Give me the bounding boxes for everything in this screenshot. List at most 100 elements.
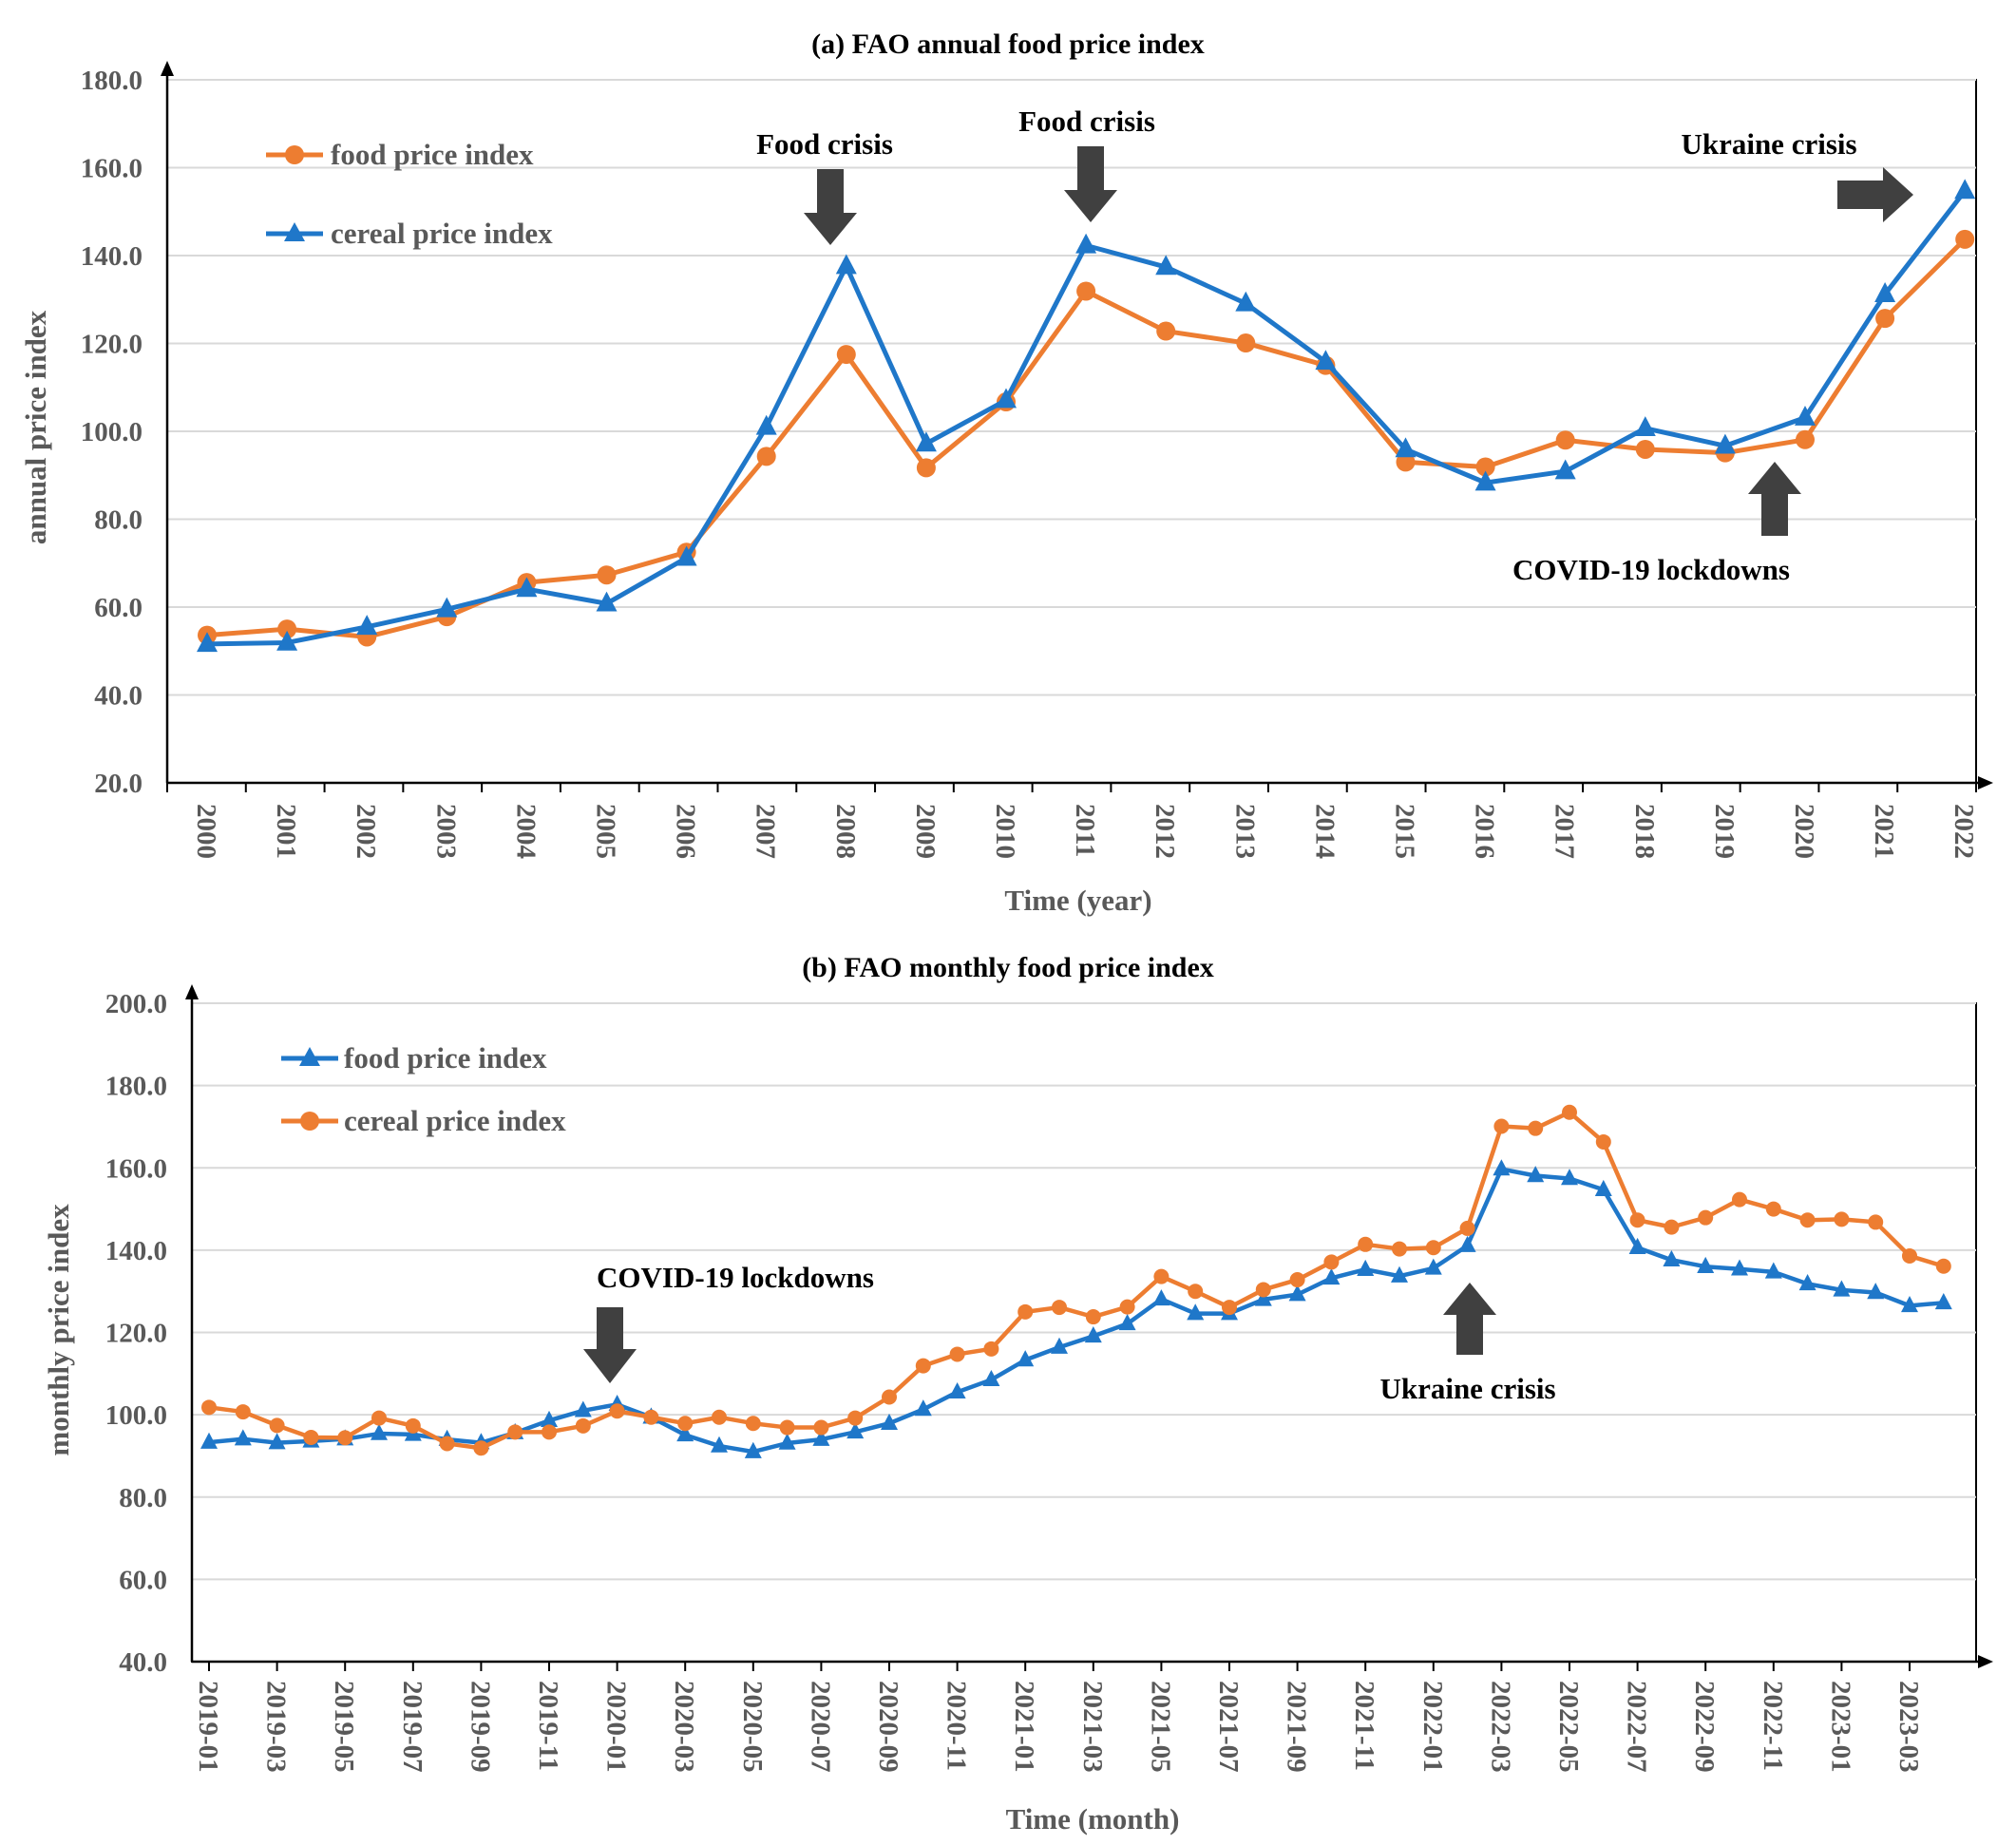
b-food-data-point: [1051, 1337, 1068, 1354]
b-food-data-point: [1764, 1262, 1782, 1279]
b-food-data-point: [1934, 1292, 1952, 1310]
a-x-tick-label: 2014: [1309, 804, 1340, 859]
a-cereal-data-point: [356, 615, 378, 636]
b-food-data-point: [676, 1424, 694, 1442]
annotation-ukraine-monthly: Ukraine crisis: [1379, 1372, 1555, 1405]
a-food-data-point: [916, 458, 936, 478]
b-cereal-data-point: [1528, 1120, 1544, 1136]
a-food-data-point: [1475, 457, 1495, 477]
b-cereal-data-point: [1629, 1212, 1645, 1228]
b-food-data-point: [1628, 1237, 1646, 1255]
a-y-tick-label: 20.0: [94, 769, 143, 799]
b-cereal-data-point: [1119, 1299, 1135, 1315]
a-y-axis-arrow: [161, 61, 174, 76]
a-cereal-data-point: [276, 630, 298, 651]
panel-b-title: (b) FAO monthly food price index: [802, 952, 1214, 983]
b-cereal-data-point: [1664, 1219, 1680, 1235]
b-food-data-point: [744, 1441, 762, 1458]
a-food-data-point: [1396, 452, 1416, 472]
panel-a-axes: [161, 61, 1993, 792]
arrow-down-2008: [804, 169, 857, 245]
b-x-tick-label: 2019-07: [397, 1681, 428, 1773]
b-food-data-point: [1357, 1259, 1375, 1276]
b-cereal-data-point: [1222, 1300, 1237, 1316]
a-x-tick-label: 2004: [510, 804, 541, 859]
b-food-data-point: [1187, 1303, 1205, 1321]
b-food-data-point: [982, 1369, 1000, 1387]
b-x-tick-label: 2020-09: [873, 1681, 903, 1773]
b-cereal-data-point: [1425, 1240, 1441, 1256]
b-x-tick-label: 2019-09: [465, 1681, 495, 1773]
panel-b-y-axis-label: monthly price index: [42, 1204, 75, 1456]
a-cereal-data-point: [1395, 437, 1417, 458]
b-food-data-point: [778, 1433, 796, 1450]
a-food-data-point: [1076, 281, 1096, 301]
b-food-data-point: [234, 1429, 252, 1446]
b-cereal-data-point: [1935, 1258, 1951, 1274]
b-food-data-point: [1017, 1350, 1035, 1367]
a-cereal-data-point: [755, 414, 777, 435]
a-x-tick-label: 2015: [1390, 804, 1420, 859]
b-food-data-point: [1288, 1284, 1306, 1302]
b-x-tick-label: 2023-01: [1825, 1681, 1855, 1773]
b-food-data-point: [1798, 1274, 1816, 1291]
annotation-covid-monthly: COVID-19 lockdowns: [597, 1261, 874, 1294]
b-food-data-point: [1084, 1326, 1102, 1343]
a-cereal-data-point: [596, 591, 618, 612]
b-cereal-data-point: [337, 1430, 353, 1446]
a-y-tick-label: 160.0: [81, 154, 143, 184]
b-y-tick-label: 40.0: [119, 1647, 167, 1678]
a-y-tick-label: 80.0: [94, 505, 143, 536]
b-y-tick-label: 140.0: [105, 1236, 167, 1266]
b-x-tick-label: 2020-03: [669, 1681, 699, 1773]
a-cereal-data-point: [1554, 459, 1576, 480]
a-cereal-data-point: [197, 632, 218, 653]
panel-a-gridlines: [167, 79, 1976, 696]
a-x-tick-label: 2001: [271, 804, 301, 859]
b-cereal-data-point: [1358, 1236, 1374, 1252]
arrow-up-ukraine-monthly: [1443, 1283, 1496, 1355]
legend-b-cereal-label: cereal price index: [344, 1104, 566, 1137]
b-food-data-point: [1254, 1289, 1272, 1306]
b-food-data-point: [1663, 1249, 1681, 1267]
b-cereal-data-point: [1323, 1254, 1340, 1270]
a-cereal-data-point: [1795, 406, 1816, 426]
a-cereal-data-point: [675, 545, 697, 566]
b-cereal-data-point: [507, 1424, 523, 1440]
a-cereal-data-point: [436, 597, 458, 618]
a-cereal-data-point: [996, 388, 1017, 409]
annotation-ukraine-crisis-annual: Ukraine crisis: [1681, 127, 1856, 161]
b-cereal-data-point: [643, 1409, 659, 1425]
b-x-tick-label: 2019-03: [261, 1681, 292, 1773]
b-cereal-data-point: [201, 1399, 217, 1416]
a-cereal-data-point: [516, 577, 538, 598]
legend-b-cereal-marker: [300, 1112, 319, 1131]
legend-b-food-label: food price index: [344, 1041, 547, 1075]
a-y-tick-label: 100.0: [81, 417, 143, 447]
a-x-tick-label: 2010: [990, 804, 1020, 859]
a-cereal-data-point: [1155, 255, 1177, 276]
a-x-tick-label: 2019: [1709, 804, 1740, 859]
arrow-up-covid-annual: [1748, 462, 1801, 536]
a-food-data-point: [756, 447, 776, 466]
b-food-data-point: [268, 1433, 286, 1450]
a-cereal-data-point: [1075, 233, 1097, 254]
b-cereal-data-point: [1153, 1268, 1170, 1284]
b-y-tick-label: 60.0: [119, 1565, 167, 1595]
a-food-data-point: [1236, 333, 1256, 353]
a-y-tick-label: 60.0: [94, 593, 143, 623]
a-cereal-data-point: [1954, 179, 1976, 200]
a-x-tick-label: 2018: [1629, 804, 1660, 859]
a-x-tick-label: 2008: [830, 804, 861, 859]
legend-b-food-marker: [299, 1047, 320, 1066]
b-cereal-data-point: [473, 1440, 489, 1456]
b-cereal-data-point: [1289, 1272, 1305, 1288]
b-cereal-data-point: [542, 1424, 557, 1440]
b-cereal-data-point: [609, 1403, 625, 1419]
a-x-tick-label: 2003: [430, 804, 461, 859]
b-x-tick-label: 2021-03: [1077, 1681, 1108, 1773]
annotation-covid-annual: COVID-19 lockdowns: [1512, 553, 1790, 586]
b-y-tick-label: 100.0: [105, 1400, 167, 1431]
b-x-tick-label: 2022-07: [1622, 1681, 1652, 1773]
